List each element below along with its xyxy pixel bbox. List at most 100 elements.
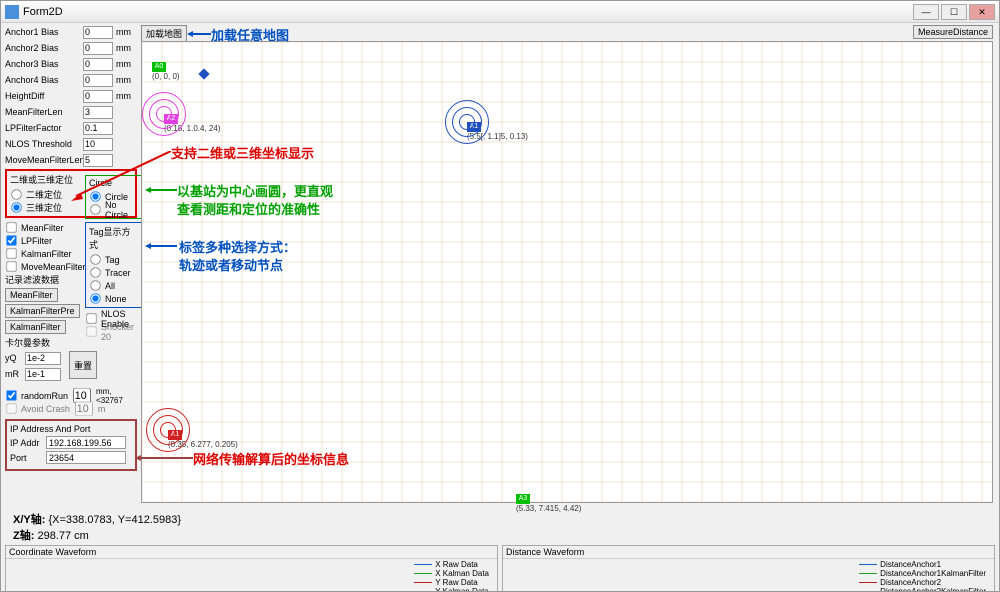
param-label: NLOS Threshold	[5, 139, 83, 149]
arrow-loadmap	[187, 29, 211, 39]
z-value: 298.77 cm	[37, 530, 88, 542]
param-input-0[interactable]	[83, 26, 113, 39]
coord-wf-legend: X Raw DataX Kalman DataY Raw DataY Kalma…	[414, 560, 489, 592]
dim-radio-label: 三维定位	[26, 201, 62, 214]
param-input-4[interactable]	[83, 90, 113, 103]
tag-radio-label: Tag	[105, 255, 120, 265]
circle-radio-1[interactable]	[90, 204, 100, 214]
param-label: Anchor1 Bias	[5, 27, 83, 37]
reset-button[interactable]: 重置	[69, 351, 97, 379]
distance-waveform: Distance Waveform DistanceAnchor1Distanc…	[502, 545, 995, 592]
avoidcrash-checkbox[interactable]	[6, 403, 16, 413]
annotation-circle1: 以基站为中心画圆，更直观	[177, 181, 333, 200]
param-label: MeanFilterLen	[5, 107, 83, 117]
titlebar: Form2D — ☐ ✕	[1, 1, 999, 23]
kalman-input-0[interactable]	[25, 352, 61, 365]
tag-radio-3[interactable]	[90, 293, 100, 303]
filter-check-2[interactable]	[6, 248, 16, 258]
waveform-panels: Coordinate Waveform X Raw DataX Kalman D…	[5, 545, 995, 592]
dim-radio-0[interactable]	[11, 189, 21, 199]
legend-item: DistanceAnchor2KalmanFilter	[859, 587, 986, 592]
tag-title: Tag显示方式	[89, 225, 139, 251]
dist-wf-title: Distance Waveform	[503, 546, 994, 559]
dist-wf-legend: DistanceAnchor1DistanceAnchor1KalmanFilt…	[859, 560, 986, 592]
shocker-label: Shocker 20	[101, 322, 143, 342]
tag-radio-2[interactable]	[90, 280, 100, 290]
nlos-enable-checkbox[interactable]	[86, 313, 96, 323]
filter-label: MeanFilter	[21, 223, 64, 233]
param-input-5[interactable]	[83, 106, 113, 119]
tag-radio-1[interactable]	[90, 267, 100, 277]
z-label: Z轴:	[13, 530, 34, 542]
legend-item: DistanceAnchor2	[859, 578, 986, 587]
kalman-label: yQ	[5, 353, 25, 363]
legend-item: Y Kalman Data	[414, 587, 489, 592]
filter-check-3[interactable]	[6, 261, 16, 271]
param-input-3[interactable]	[83, 74, 113, 87]
ip-addr-input[interactable]	[46, 436, 126, 449]
port-input[interactable]	[46, 451, 126, 464]
param-label: Anchor3 Bias	[5, 59, 83, 69]
app-body: Anchor1 Bias mm Anchor2 Bias mm Anchor3 Bi…	[1, 23, 999, 592]
param-unit: mm	[113, 91, 131, 101]
dim-radio-label: 二维定位	[26, 188, 62, 201]
param-unit: mm	[113, 59, 131, 69]
arrow-tag	[145, 241, 177, 251]
xy-value: {X=338.0783, Y=412.5983}	[48, 514, 181, 526]
shocker-checkbox[interactable]	[86, 326, 96, 336]
ip-port-title: IP Address And Port	[10, 424, 132, 434]
legend-item: DistanceAnchor1KalmanFilter	[859, 569, 986, 578]
param-input-2[interactable]	[83, 58, 113, 71]
kalman-label: mR	[5, 369, 25, 379]
maximize-button[interactable]: ☐	[941, 4, 967, 20]
param-label: HeightDiff	[5, 91, 83, 101]
annotation-circle2: 查看测距和定位的准确性	[177, 199, 320, 218]
app-window: Form2D — ☐ ✕ Anchor1 Bias mm Anchor2 Bias…	[0, 0, 1000, 592]
param-input-6[interactable]	[83, 122, 113, 135]
avoidcrash-input[interactable]	[75, 401, 93, 416]
anchor-marker-1: A2 (0.18, 1.0.4, 24)	[164, 114, 220, 133]
filter-btn-0[interactable]: MeanFilter	[5, 288, 58, 302]
param-input-1[interactable]	[83, 42, 113, 55]
param-label: LPFilterFactor	[5, 123, 83, 133]
measure-distance-button[interactable]: MeasureDistance	[913, 25, 993, 39]
arrow-circle	[145, 185, 177, 195]
port-label: Port	[10, 453, 46, 463]
dim-radio-1[interactable]	[11, 202, 21, 212]
anchor-marker-4: A3 (5.33, 7.415, 4.42)	[516, 494, 581, 513]
annotation-tag2: 轨迹或者移动节点	[179, 255, 283, 274]
tag-display-group: Tag显示方式 Tag Tracer All None	[85, 222, 143, 308]
close-button[interactable]: ✕	[969, 4, 995, 20]
kalman-input-1[interactable]	[25, 368, 61, 381]
param-input-7[interactable]	[83, 138, 113, 151]
avoidcrash-unit: m	[98, 404, 106, 414]
tag-radio-0[interactable]	[90, 254, 100, 264]
filter-btn-1[interactable]: KalmanFilterPre	[5, 304, 80, 318]
avoidcrash-label: Avoid Crash	[21, 404, 70, 414]
filter-label: KalmanFilter	[21, 249, 72, 259]
param-label: Anchor2 Bias	[5, 43, 83, 53]
randomrun-checkbox[interactable]	[6, 390, 16, 400]
legend-item: DistanceAnchor1	[859, 560, 986, 569]
minimize-button[interactable]: —	[913, 4, 939, 20]
tag-radio-label: None	[105, 294, 127, 304]
circle-radio-label: No Circle	[105, 200, 139, 220]
legend-item: Y Raw Data	[414, 578, 489, 587]
legend-item: X Raw Data	[414, 560, 489, 569]
filter-label: LPFilter	[21, 236, 52, 246]
randomrun-label: randomRun	[21, 391, 68, 401]
filter-btn-2[interactable]: KalmanFilter	[5, 320, 66, 334]
filter-label: MoveMeanFilter	[21, 262, 86, 272]
ip-addr-label: IP Addr	[10, 438, 46, 448]
coordinate-waveform: Coordinate Waveform X Raw DataX Kalman D…	[5, 545, 498, 592]
annotation-tag1: 标签多种选择方式：	[179, 237, 296, 256]
filter-check-0[interactable]	[6, 222, 16, 232]
filter-check-1[interactable]	[6, 235, 16, 245]
ip-port-group: IP Address And Port IP Addr Port	[5, 419, 137, 471]
param-unit: mm	[113, 75, 131, 85]
arrow-ip	[135, 453, 193, 463]
xy-label: X/Y轴:	[13, 514, 45, 526]
coordinate-readout: X/Y轴: {X=338.0783, Y=412.5983} Z轴: 298.7…	[13, 511, 181, 543]
load-map-button[interactable]: 加载地图	[141, 25, 187, 42]
window-title: Form2D	[23, 6, 913, 18]
